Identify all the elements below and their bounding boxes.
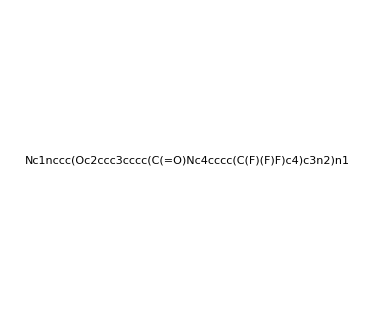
Text: Nc1nccc(Oc2ccc3cccc(C(=O)Nc4cccc(C(F)(F)F)c4)c3n2)n1: Nc1nccc(Oc2ccc3cccc(C(=O)Nc4cccc(C(F)(F)… bbox=[25, 155, 349, 165]
